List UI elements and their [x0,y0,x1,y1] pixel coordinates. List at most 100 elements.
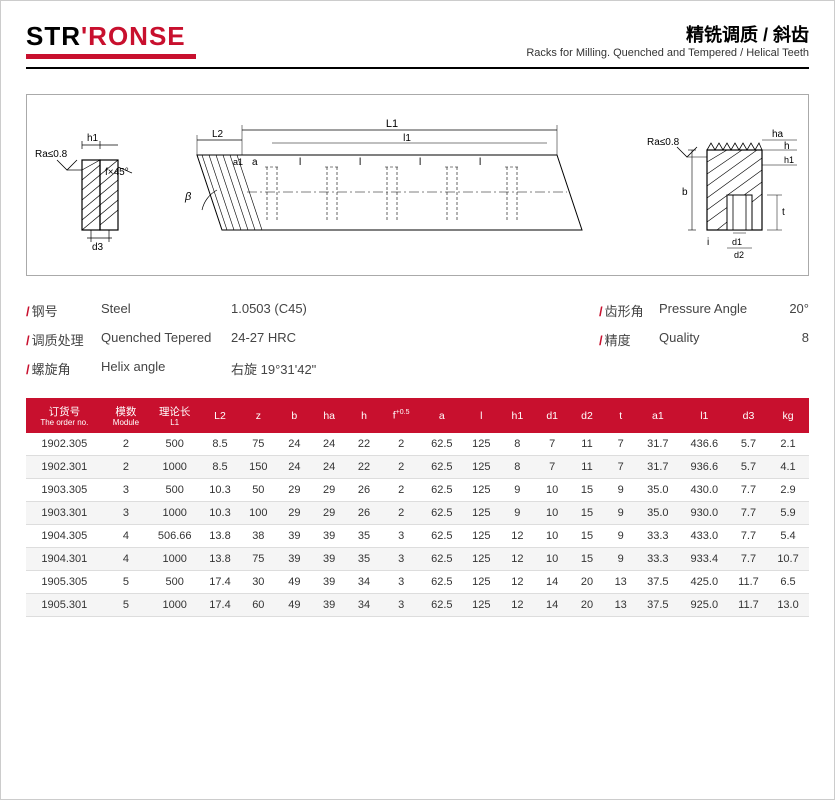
cell: 1903.305 [26,479,103,502]
cell: 2.1 [767,433,809,456]
cell: 20 [570,594,605,617]
spec-en2: Pressure Angle [659,301,769,320]
cell: 4.1 [767,456,809,479]
logo-underline [26,54,196,59]
cell: 29 [312,502,347,525]
cell: 34 [347,594,382,617]
cell: 1903.301 [26,502,103,525]
cell: 62.5 [421,594,463,617]
cell: 39 [277,525,312,548]
cell: 37.5 [637,594,679,617]
table-row: 1902.30525008.575242422262.51258711731.7… [26,433,809,456]
cell: 1000 [149,594,200,617]
cell: 933.4 [679,548,730,571]
cell: 125 [463,433,500,456]
col-header: f+0.5 [381,398,420,433]
cell: 125 [463,525,500,548]
cell: 8 [500,433,535,456]
cell: 8.5 [200,433,239,456]
cell: 22 [347,433,382,456]
cell: 10 [535,525,570,548]
col-header: ha [312,398,347,433]
cell: 1902.305 [26,433,103,456]
spec-en: Helix angle [101,359,231,378]
col-header: b [277,398,312,433]
cell: 35.0 [637,502,679,525]
cell: 8 [500,456,535,479]
cell: 5.4 [767,525,809,548]
table-row: 1903.305350010.350292926262.512591015935… [26,479,809,502]
spec-row: /螺旋角 Helix angle 右旋 19°31'42" [26,359,809,378]
col-header: l1 [679,398,730,433]
cell: 1000 [149,548,200,571]
diagram-svg: h1 Ra≤0.8 f×45° d3 [27,95,809,275]
title-en: Racks for Milling. Quenched and Tempered… [526,47,809,59]
data-table: 订货号The order no.模数Module理论长L1L2zbhahf+0.… [26,398,809,617]
cell: 20 [570,571,605,594]
cell: 33.3 [637,548,679,571]
cell: 62.5 [421,479,463,502]
spec-cn: /调质处理 [26,330,101,349]
spec-cn: /钢号 [26,301,101,320]
cell: 10.7 [767,548,809,571]
lbl-L1: L1 [386,118,398,130]
cell: 12 [500,571,535,594]
cell: 15 [570,502,605,525]
table-head: 订货号The order no.模数Module理论长L1L2zbhahf+0.… [26,398,809,433]
cell: 24 [312,456,347,479]
cell: 7 [535,433,570,456]
cell: 9 [604,479,637,502]
cell: 3 [103,502,149,525]
cell: 10 [535,548,570,571]
cell: 11.7 [730,571,767,594]
cell: 2 [103,433,149,456]
cell: 10.3 [200,502,239,525]
cell: 39 [277,548,312,571]
cell: 62.5 [421,502,463,525]
title-block: 精铣调质 / 斜齿 Racks for Milling. Quenched an… [526,21,809,59]
cell: 3 [103,479,149,502]
cell: 125 [463,456,500,479]
table-row: 1904.3014100013.875393935362.51251210159… [26,548,809,571]
lbl-h1: h1 [87,133,99,144]
col-header: 订货号The order no. [26,398,103,433]
cell: 12 [500,594,535,617]
cell: 50 [240,479,277,502]
cell: 1000 [149,502,200,525]
cell: 39 [312,594,347,617]
cell: 11.7 [730,594,767,617]
page-root: STR'RONSE 精铣调质 / 斜齿 Racks for Milling. Q… [0,0,835,800]
logo: STR'RONSE [26,21,196,52]
cell: 7.7 [730,525,767,548]
cell: 24 [277,433,312,456]
cell: 4 [103,548,149,571]
cell: 9 [604,502,637,525]
cell: 436.6 [679,433,730,456]
table-row: 1904.3054506.6613.838393935362.512512101… [26,525,809,548]
lbl-d1: d1 [732,237,742,247]
cell: 430.0 [679,479,730,502]
cell: 1902.301 [26,456,103,479]
cell: 5.7 [730,433,767,456]
cell: 9 [500,479,535,502]
cell: 2 [381,433,420,456]
cell: 22 [347,456,382,479]
spec-val: 24-27 HRC [231,330,411,349]
cell: 15 [570,479,605,502]
cell: 35 [347,525,382,548]
cell: 936.6 [679,456,730,479]
cell: 12 [500,525,535,548]
spec-cn2: /齿形角 [599,301,659,320]
cell: 26 [347,479,382,502]
cell: 5 [103,571,149,594]
cell: 12 [500,548,535,571]
cell: 75 [240,548,277,571]
cell: 14 [535,571,570,594]
lbl-ra-right: Ra≤0.8 [647,137,680,148]
technical-diagram: h1 Ra≤0.8 f×45° d3 [26,94,809,276]
middle-rack: L1 L2 l1 a l l l l a1 β [184,118,582,230]
lbl-ha: ha [772,129,784,140]
lbl-d2: d2 [734,250,744,260]
cell: 5.7 [730,456,767,479]
cell: 10 [535,502,570,525]
